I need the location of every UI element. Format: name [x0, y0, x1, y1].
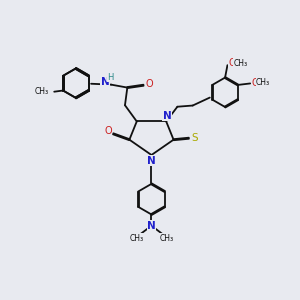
Text: N: N: [163, 110, 172, 121]
Text: CH₃: CH₃: [256, 78, 270, 87]
Text: CH₃: CH₃: [159, 233, 173, 242]
Text: S: S: [191, 133, 198, 142]
Text: N: N: [147, 221, 156, 231]
Text: O: O: [146, 79, 153, 89]
Text: H: H: [107, 73, 113, 82]
Text: N: N: [146, 156, 155, 166]
Text: CH₃: CH₃: [130, 233, 144, 242]
Text: O: O: [228, 58, 236, 68]
Text: CH₃: CH₃: [233, 58, 248, 68]
Text: O: O: [104, 126, 112, 136]
Text: O: O: [251, 78, 259, 88]
Text: CH₃: CH₃: [35, 88, 49, 97]
Text: N: N: [101, 77, 110, 87]
